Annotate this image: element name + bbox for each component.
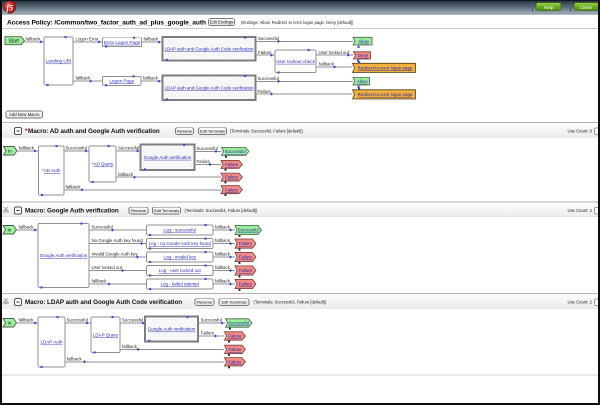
svg-text:fallback: fallback	[19, 224, 35, 229]
svg-text:Error Logon Page: Error Logon Page	[104, 40, 141, 45]
svg-text:fallback: fallback	[215, 225, 231, 230]
svg-text:Use Count: 0: Use Count: 0	[568, 129, 593, 134]
svg-text:Failure: Failure	[239, 282, 253, 287]
svg-text:Failure: Failure	[239, 241, 253, 246]
svg-text:Successful: Successful	[225, 149, 246, 154]
svg-text:fallback: fallback	[215, 265, 231, 270]
svg-text:User locked out: User locked out	[92, 265, 123, 270]
svg-text:Log - no Goode Auth key found: Log - no Goode Auth key found	[149, 241, 212, 246]
svg-text:Log - failed attempt: Log - failed attempt	[160, 282, 199, 287]
svg-text:Logon Page: Logon Page	[109, 78, 134, 83]
svg-text:Log - invalid key: Log - invalid key	[163, 255, 196, 260]
svg-text:*AD Query: *AD Query	[92, 162, 114, 167]
svg-text:Failure: Failure	[258, 89, 272, 94]
svg-text:Failure: Failure	[228, 347, 242, 352]
svg-text:Close: Close	[580, 5, 593, 11]
svg-text:Access Policy: /Common/two_fa: Access Policy: /Common/two_factor_auth_a…	[7, 20, 206, 27]
svg-text:fallback: fallback	[122, 344, 138, 349]
svg-text:fallback: fallback	[19, 145, 35, 150]
svg-text:fallback: fallback	[144, 37, 160, 42]
svg-text:fallback: fallback	[26, 36, 42, 41]
svg-text:Edit Endings: Edit Endings	[210, 20, 234, 25]
svg-text:fallback: fallback	[118, 172, 134, 177]
svg-text:Rename: Rename	[177, 129, 193, 134]
svg-text:fallback: fallback	[319, 62, 335, 67]
svg-text:Invalid Google Auth key: Invalid Google Auth key	[92, 252, 139, 257]
svg-text:fallback: fallback	[66, 184, 82, 189]
svg-text:Failure: Failure	[201, 331, 215, 336]
svg-text:Help: Help	[544, 5, 554, 11]
svg-text:Log - successful: Log - successful	[163, 228, 196, 233]
svg-text:*AD Auth: *AD Auth	[42, 168, 61, 173]
svg-text:Edit Terminals: Edit Terminals	[200, 129, 225, 134]
svg-text:Rename: Rename	[197, 300, 213, 305]
svg-text:Failure: Failure	[197, 159, 211, 164]
svg-text:Start: Start	[8, 39, 19, 45]
svg-text:Failure: Failure	[225, 175, 239, 180]
svg-text:Failure: Failure	[239, 268, 253, 273]
svg-text:Edit Terminals: Edit Terminals	[154, 208, 179, 213]
svg-text:Failure: Failure	[239, 255, 253, 260]
svg-text:In: In	[8, 148, 12, 153]
svg-text:Log - user locked out: Log - user locked out	[159, 268, 202, 273]
svg-text:Google Auth verification: Google Auth verification	[148, 327, 196, 332]
svg-text:Successful: Successful	[228, 321, 249, 326]
svg-text:fallback: fallback	[215, 252, 231, 257]
svg-text:Failure: Failure	[258, 50, 272, 55]
svg-text:Google Auth verification: Google Auth verification	[40, 253, 88, 258]
svg-text:Edit Terminals: Edit Terminals	[221, 300, 246, 305]
svg-text:In: In	[8, 320, 12, 325]
svg-text:f5: f5	[6, 3, 13, 12]
svg-text:fallback: fallback	[143, 76, 159, 81]
svg-text:In: In	[8, 227, 12, 232]
svg-text:*: *	[25, 128, 28, 135]
svg-text:Macro: LDAP auth and Google Au: Macro: LDAP auth and Google Auth Code ve…	[25, 299, 182, 306]
svg-text:Successful: Successful	[258, 76, 279, 81]
svg-text:Allow: Allow	[357, 79, 368, 84]
svg-text:Successful: Successful	[118, 145, 139, 150]
svg-text:Failure: Failure	[228, 359, 242, 364]
svg-text:LDAP auth and Google Auth Code: LDAP auth and Google Auth Code verificat…	[164, 85, 254, 90]
svg-text:No Google Auth key found: No Google Auth key found	[92, 238, 144, 243]
svg-text:fallback: fallback	[215, 238, 231, 243]
svg-text:LDAP Query: LDAP Query	[93, 332, 119, 337]
svg-text:(Terminals: Successful, Failur: (Terminals: Successful, Failure [default…	[230, 129, 303, 134]
svg-text:(Terminals: Successful, Failur: (Terminals: Successful, Failure [default…	[185, 208, 258, 213]
svg-text:LDAP auth and Google Auth Code: LDAP auth and Google Auth Code verificat…	[164, 46, 254, 51]
svg-text:Successful: Successful	[197, 146, 218, 151]
svg-text:Landing URI: Landing URI	[46, 59, 72, 64]
svg-text:Use Count: 2: Use Count: 2	[568, 300, 593, 305]
svg-text:(Endings: Allow, Redirect to e: (Endings: Allow, Redirect to error logon…	[241, 20, 354, 25]
svg-text:fallback: fallback	[92, 279, 108, 284]
svg-text:Use Count: 2: Use Count: 2	[568, 208, 593, 213]
svg-text:Logon Error: Logon Error	[76, 36, 100, 41]
svg-text:Macro: Google Auth verificatio: Macro: Google Auth verification	[25, 208, 119, 215]
svg-text:User lockout check: User lockout check	[276, 59, 316, 64]
svg-text:Successful: Successful	[92, 225, 113, 230]
svg-text:fallback: fallback	[76, 76, 92, 81]
svg-text:Failure: Failure	[225, 187, 239, 192]
svg-text:LDAP Auth: LDAP Auth	[41, 340, 63, 345]
svg-text:Successful: Successful	[201, 318, 222, 323]
svg-text:Successful: Successful	[258, 36, 279, 41]
svg-text:Rename: Rename	[131, 208, 147, 213]
svg-text:Successful: Successful	[122, 317, 143, 322]
svg-text:User locked out: User locked out	[319, 50, 350, 55]
svg-text:Failure: Failure	[225, 162, 239, 167]
svg-text:(Terminals: Successful, Failur: (Terminals: Successful, Failure [default…	[254, 300, 327, 305]
svg-text:Failure: Failure	[228, 334, 242, 339]
svg-text:Successful: Successful	[67, 317, 88, 322]
svg-text:fallback: fallback	[67, 356, 83, 361]
svg-text:Redirect to error logon page: Redirect to error logon page	[358, 66, 413, 71]
svg-text:Google Auth verification: Google Auth verification	[144, 155, 192, 160]
svg-text:Successful: Successful	[66, 145, 87, 150]
svg-text:Allow: Allow	[358, 39, 369, 44]
svg-text:fallback: fallback	[19, 317, 35, 322]
svg-text:Successful: Successful	[238, 228, 259, 233]
svg-text:Deny: Deny	[358, 53, 369, 58]
svg-text:Redirect to error logon page: Redirect to error logon page	[358, 92, 413, 97]
svg-text:Add New Macro: Add New Macro	[9, 112, 40, 117]
svg-text:Macro: AD auth and Google Auth: Macro: AD auth and Google Auth verificat…	[28, 128, 160, 135]
svg-text:fallback: fallback	[215, 279, 231, 284]
